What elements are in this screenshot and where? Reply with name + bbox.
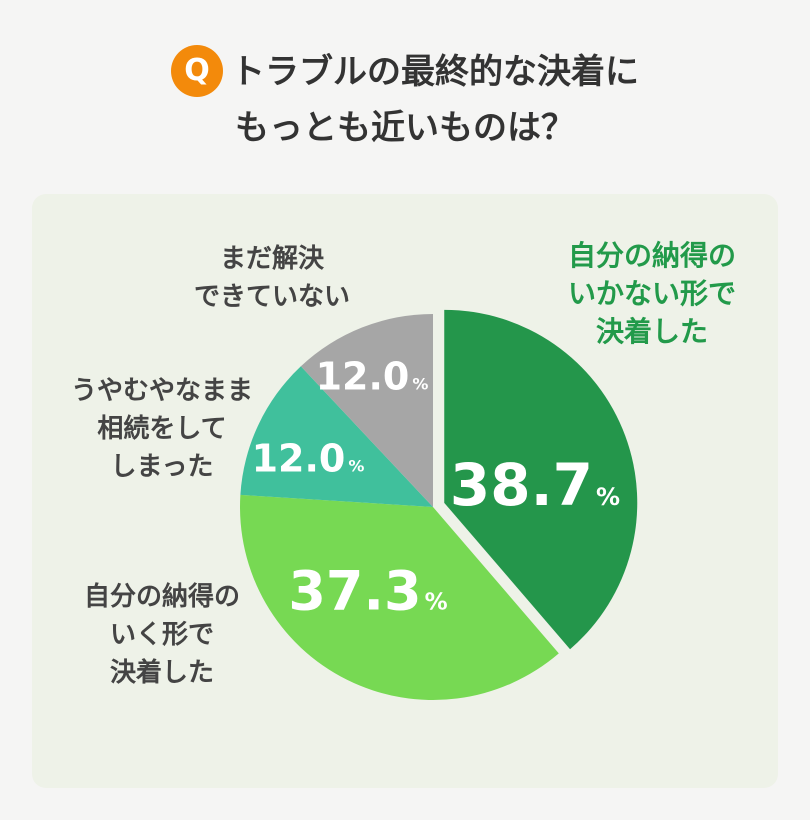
question-badge: Q [171, 44, 223, 97]
question-title: Q トラブルの最終的な決着に もっとも近いものは？ [0, 44, 810, 156]
slice-value-3: 12.0% [316, 355, 429, 399]
slice-label-line: いく形で [109, 620, 214, 650]
slice-label-line: うやむやなまま [70, 376, 253, 406]
slice-label-2: うやむやなまま 相続をしてしまった [42, 372, 282, 486]
slice-label-3: まだ解決できていない [152, 240, 392, 316]
slice-label-1: 自分の納得の いく形で決着した [42, 578, 282, 692]
slice-value-0: 38.7% [450, 451, 620, 519]
slice-value-2: 12.0% [252, 437, 365, 481]
slice-label-line: 自分の納得の [83, 582, 240, 612]
slice-label-line: 自分の納得の [567, 239, 736, 272]
slice-label-line: 決着した [595, 315, 708, 348]
slice-label-0: 自分の納得の いかない形で 決着した [532, 237, 772, 351]
title-line-1: Q トラブルの最終的な決着に [0, 44, 810, 100]
pie-slice-1 [240, 494, 559, 700]
slice-label-line: 決着した [109, 658, 214, 688]
pie-slice-0 [444, 309, 638, 650]
pie-slice-2 [240, 366, 433, 507]
pie-slice-3 [300, 314, 433, 507]
slice-label-line: まだ解決 [219, 244, 324, 274]
slice-label-line: できていない [193, 282, 350, 312]
title-line-2: もっとも近いものは？ [235, 108, 575, 148]
slice-label-line: いかない形で [567, 277, 736, 310]
slice-label-line: 相続をして [97, 414, 227, 444]
slice-value-1: 37.3% [288, 559, 447, 622]
title-text-1: トラブルの最終的な決着に [231, 52, 639, 92]
slice-label-line: しまった [110, 452, 214, 482]
